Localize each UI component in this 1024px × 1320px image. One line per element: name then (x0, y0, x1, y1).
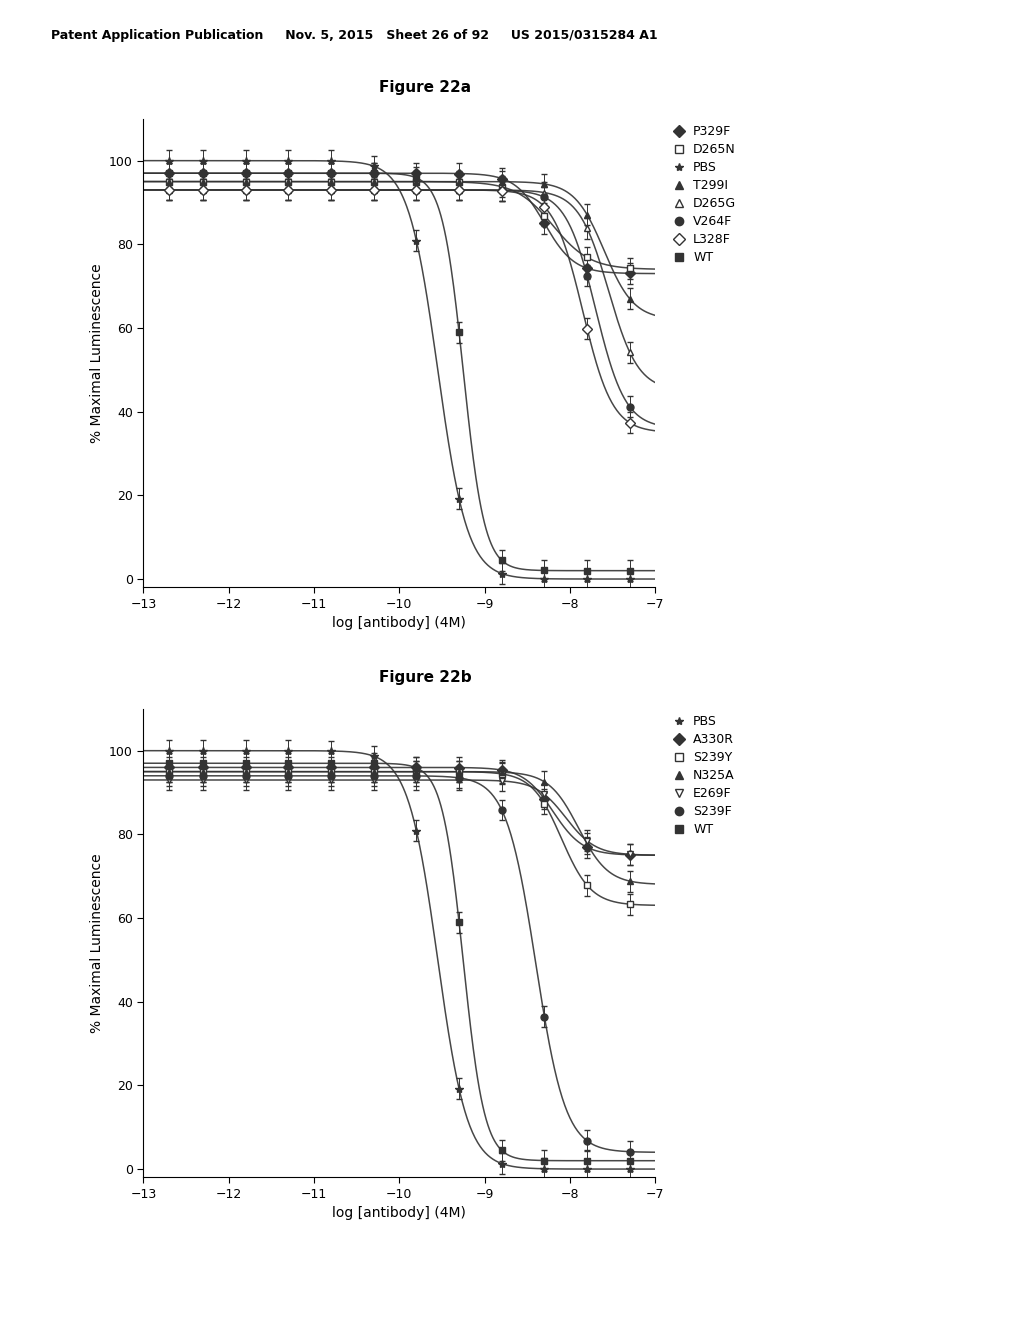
Legend: P329F, D265N, PBS, T299I, D265G, V264F, L328F, WT: P329F, D265N, PBS, T299I, D265G, V264F, … (672, 125, 736, 264)
Text: Figure 22a: Figure 22a (379, 81, 471, 95)
X-axis label: log [antibody] (4M): log [antibody] (4M) (333, 1206, 466, 1221)
Y-axis label: % Maximal Luminescence: % Maximal Luminescence (89, 263, 103, 444)
Legend: PBS, A330R, S239Y, N325A, E269F, S239F, WT: PBS, A330R, S239Y, N325A, E269F, S239F, … (672, 715, 735, 836)
Text: Figure 22b: Figure 22b (379, 671, 471, 685)
Y-axis label: % Maximal Luminescence: % Maximal Luminescence (89, 853, 103, 1034)
X-axis label: log [antibody] (4M): log [antibody] (4M) (333, 616, 466, 631)
Text: Patent Application Publication     Nov. 5, 2015   Sheet 26 of 92     US 2015/031: Patent Application Publication Nov. 5, 2… (51, 29, 657, 42)
